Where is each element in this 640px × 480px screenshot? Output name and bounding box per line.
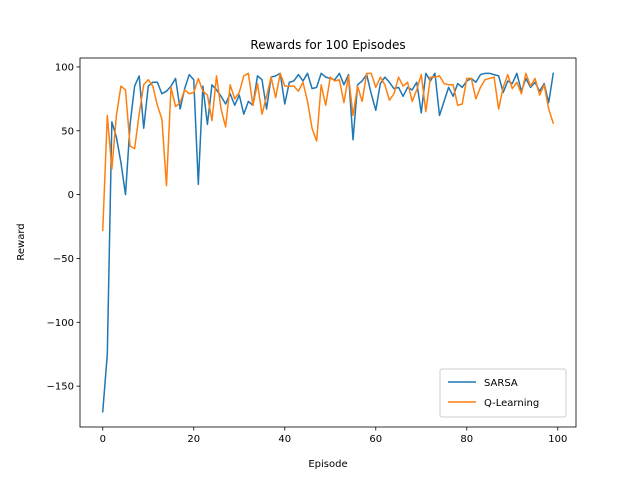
y-axis: 100 50 0 −50 −100 −150: [47, 62, 80, 393]
chart-title: Rewards for 100 Episodes: [250, 38, 405, 52]
plot-frame: [79, 57, 577, 428]
x-tick-label: 40: [278, 434, 291, 445]
legend-label-q-learning: Q-Learning: [484, 398, 539, 409]
legend: SARSA Q-Learning: [439, 368, 567, 418]
y-tick-label: 50: [61, 126, 74, 137]
y-tick-label: 0: [68, 190, 74, 201]
x-tick-label: 60: [369, 434, 382, 445]
x-tick-label: 0: [100, 434, 106, 445]
y-axis-title: Reward: [16, 223, 27, 260]
legend-label-sarsa: SARSA: [484, 378, 518, 389]
y-tick-label: −100: [47, 318, 74, 329]
x-tick-label: 100: [548, 434, 567, 445]
x-tick-label: 80: [460, 434, 473, 445]
x-tick-label: 20: [187, 434, 200, 445]
y-tick-label: −150: [47, 382, 74, 393]
x-axis-title: Episode: [308, 459, 347, 470]
x-axis: 0 20 40 60 80 100: [100, 427, 567, 445]
legend-box: [439, 368, 567, 418]
y-tick-label: 100: [55, 62, 74, 73]
series-line-sarsa: [101, 72, 555, 413]
y-tick-label: −50: [53, 254, 74, 265]
series-layer: [101, 72, 555, 413]
series-line-q-learning: [101, 72, 555, 232]
